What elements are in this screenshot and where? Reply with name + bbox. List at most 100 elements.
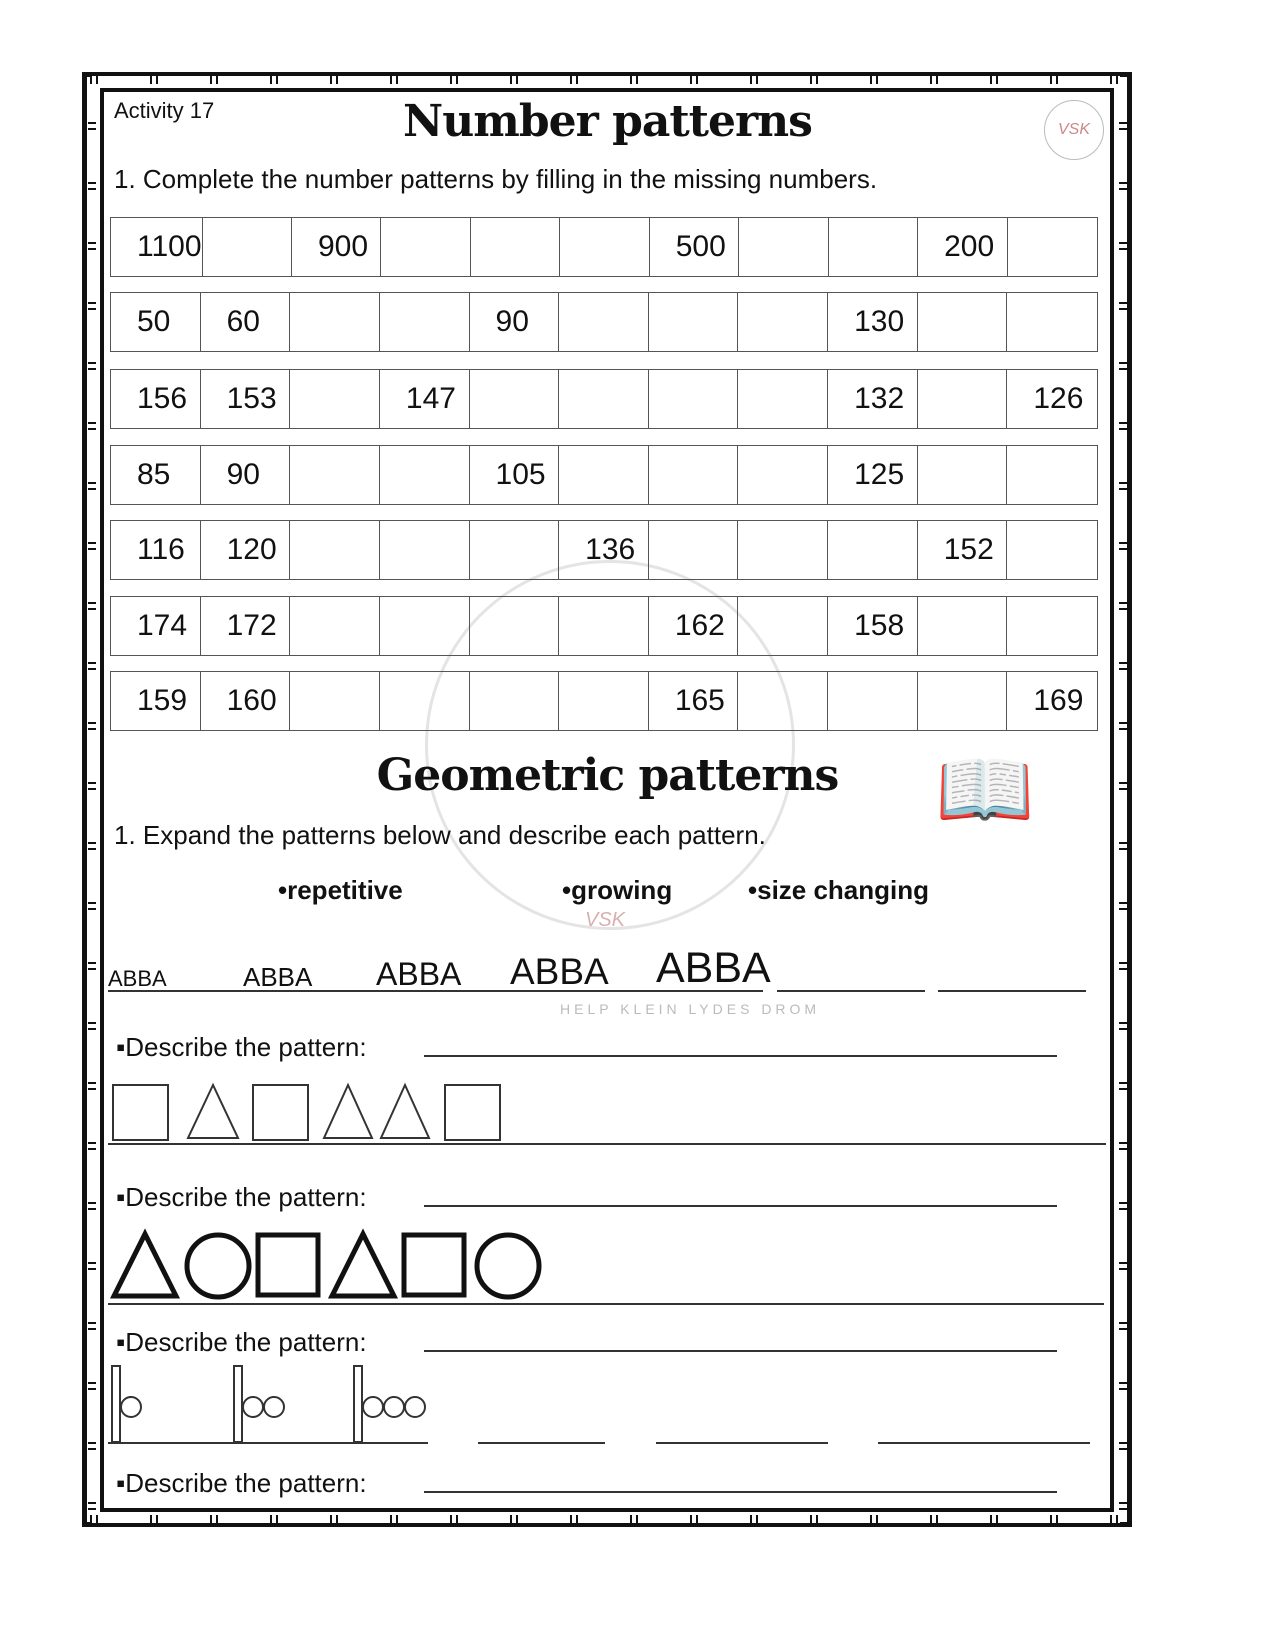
answer-line[interactable] bbox=[777, 990, 925, 992]
describe-answer-line[interactable] bbox=[424, 1055, 1057, 1057]
blank-cell[interactable] bbox=[380, 293, 470, 351]
answer-line[interactable] bbox=[938, 990, 1086, 992]
blank-cell[interactable] bbox=[471, 218, 561, 276]
blank-cell[interactable] bbox=[290, 521, 380, 579]
border-decoration-left bbox=[88, 90, 96, 1510]
bead-shape bbox=[383, 1396, 405, 1418]
bead-shape bbox=[404, 1396, 426, 1418]
blank-cell[interactable] bbox=[1008, 218, 1097, 276]
number-cell: 136 bbox=[559, 521, 649, 579]
number-pattern-row: 50 60 90 130 bbox=[110, 292, 1098, 352]
blank-cell[interactable] bbox=[290, 446, 380, 504]
number-pattern-row: 85 90 105 125 bbox=[110, 445, 1098, 505]
option-size-changing: •size changing bbox=[748, 875, 930, 905]
number-cell: 500 bbox=[650, 218, 740, 276]
blank-cell[interactable] bbox=[559, 293, 649, 351]
number-cell: 116 bbox=[111, 521, 201, 579]
blank-cell[interactable] bbox=[560, 218, 650, 276]
blank-cell[interactable] bbox=[290, 597, 380, 655]
blank-cell[interactable] bbox=[380, 672, 470, 730]
inner-border bbox=[100, 88, 1114, 1512]
blank-cell[interactable] bbox=[290, 293, 380, 351]
watermark bbox=[425, 560, 795, 930]
activity-label: Activity 17 bbox=[114, 98, 215, 123]
abba-1: ABBA bbox=[108, 966, 167, 991]
blank-cell[interactable] bbox=[1007, 446, 1097, 504]
blank-cell[interactable] bbox=[649, 521, 739, 579]
stick-shape bbox=[233, 1365, 243, 1443]
number-cell: 1100 bbox=[111, 218, 203, 276]
blank-cell[interactable] bbox=[918, 672, 1008, 730]
blank-cell[interactable] bbox=[380, 446, 470, 504]
number-cell: 156 bbox=[111, 370, 201, 428]
abba-2: ABBA bbox=[243, 962, 313, 992]
describe-answer-line[interactable] bbox=[424, 1491, 1057, 1493]
blank-cell[interactable] bbox=[1007, 521, 1097, 579]
pattern-shapes-3 bbox=[108, 1228, 1104, 1305]
number-pattern-row: 1100 900 500 200 bbox=[110, 217, 1098, 277]
border-decoration-top bbox=[90, 76, 1120, 84]
blank-cell[interactable] bbox=[738, 521, 829, 579]
number-cell: 125 bbox=[828, 446, 918, 504]
triangle-shape bbox=[109, 1228, 181, 1299]
watermark-text: HELP KLEIN LYDES DROM bbox=[560, 1001, 821, 1017]
triangle-shape bbox=[322, 1082, 374, 1139]
number-instruction: 1. Complete the number patterns by filli… bbox=[114, 164, 878, 194]
blank-cell[interactable] bbox=[203, 218, 292, 276]
number-cell: 162 bbox=[649, 597, 739, 655]
blank-cell[interactable] bbox=[559, 672, 649, 730]
logo: VSK bbox=[1044, 100, 1104, 160]
blank-cell[interactable] bbox=[381, 218, 471, 276]
blank-cell[interactable] bbox=[828, 521, 918, 579]
describe-answer-line[interactable] bbox=[424, 1205, 1057, 1207]
blank-cell[interactable] bbox=[380, 521, 470, 579]
blank-cell[interactable] bbox=[649, 446, 739, 504]
stick-shape bbox=[353, 1365, 363, 1443]
blank-cell[interactable] bbox=[649, 293, 739, 351]
number-cell: 120 bbox=[201, 521, 291, 579]
number-cell: 172 bbox=[201, 597, 291, 655]
describe-answer-line[interactable] bbox=[424, 1350, 1057, 1352]
number-cell: 160 bbox=[201, 672, 291, 730]
describe-label: ▪Describe the pattern: bbox=[116, 1182, 367, 1212]
blank-cell[interactable] bbox=[470, 597, 560, 655]
blank-cell[interactable] bbox=[828, 672, 918, 730]
number-cell: 900 bbox=[292, 218, 382, 276]
blank-cell[interactable] bbox=[470, 370, 560, 428]
blank-cell[interactable] bbox=[1007, 293, 1097, 351]
number-cell: 158 bbox=[828, 597, 918, 655]
blank-cell[interactable] bbox=[918, 597, 1008, 655]
number-cell: 130 bbox=[828, 293, 918, 351]
blank-cell[interactable] bbox=[738, 597, 829, 655]
number-cell: 60 bbox=[201, 293, 291, 351]
blank-cell[interactable] bbox=[738, 672, 829, 730]
number-cell: 105 bbox=[470, 446, 560, 504]
blank-cell[interactable] bbox=[290, 672, 380, 730]
blank-cell[interactable] bbox=[918, 293, 1008, 351]
blank-cell[interactable] bbox=[829, 218, 919, 276]
number-cell: 50 bbox=[111, 293, 201, 351]
answer-line[interactable] bbox=[108, 990, 763, 992]
number-cell: 169 bbox=[1033, 684, 1084, 717]
blank-cell[interactable] bbox=[559, 446, 649, 504]
blank-cell[interactable] bbox=[739, 218, 829, 276]
blank-cell[interactable] bbox=[918, 446, 1008, 504]
blank-cell[interactable] bbox=[470, 672, 560, 730]
blank-cell[interactable] bbox=[738, 293, 829, 351]
blank-cell[interactable] bbox=[290, 370, 380, 428]
describe-label: ▪Describe the pattern: bbox=[116, 1032, 367, 1062]
blank-cell[interactable] bbox=[380, 597, 470, 655]
number-cell: 132 bbox=[828, 370, 918, 428]
pattern-shapes-2 bbox=[108, 1082, 1106, 1145]
blank-cell[interactable] bbox=[738, 370, 829, 428]
number-cell: 165 bbox=[649, 672, 739, 730]
blank-cell[interactable] bbox=[918, 370, 1008, 428]
blank-cell[interactable] bbox=[1007, 597, 1097, 655]
blank-cell[interactable] bbox=[649, 370, 739, 428]
blank-cell[interactable] bbox=[470, 521, 560, 579]
circle-shape bbox=[184, 1232, 252, 1300]
blank-cell[interactable] bbox=[559, 597, 649, 655]
blank-cell[interactable] bbox=[559, 370, 649, 428]
blank-cell[interactable] bbox=[738, 446, 829, 504]
